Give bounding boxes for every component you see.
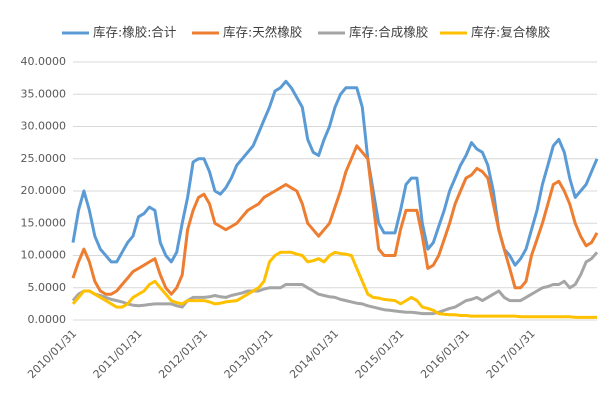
y-tick-label: 15.0000	[21, 216, 67, 229]
y-tick-label: 40.0000	[21, 55, 67, 68]
x-tick-label: 2010/01/31	[25, 327, 79, 381]
legend-label: 库存:橡胶:合计	[93, 25, 176, 40]
x-tick-label: 2013/01/31	[222, 327, 276, 381]
line-series	[71, 79, 599, 267]
y-tick-label: 0.0000	[28, 313, 67, 326]
x-tick-label: 2016/01/31	[418, 327, 472, 381]
x-tick-label: 2011/01/31	[91, 327, 145, 381]
line-series	[71, 251, 599, 316]
y-tick-label: 25.0000	[21, 152, 67, 165]
y-tick-label: 30.0000	[21, 120, 67, 133]
line-series	[71, 250, 597, 319]
y-tick-label: 5.0000	[28, 281, 67, 294]
legend-label: 库存:合成橡胶	[349, 25, 428, 40]
x-tick-label: 2014/01/31	[287, 327, 341, 381]
x-tick-label: 2017/01/31	[484, 327, 538, 381]
legend-label: 库存:复合橡胶	[471, 25, 550, 40]
y-tick-label: 35.0000	[21, 87, 67, 100]
x-tick-label: 2015/01/31	[353, 327, 407, 381]
y-tick-label: 20.0000	[21, 184, 67, 197]
legend-label: 库存:天然橡胶	[223, 25, 302, 40]
x-tick-label: 2012/01/31	[156, 327, 210, 381]
y-tick-label: 10.0000	[21, 249, 67, 262]
line-series	[71, 144, 599, 296]
